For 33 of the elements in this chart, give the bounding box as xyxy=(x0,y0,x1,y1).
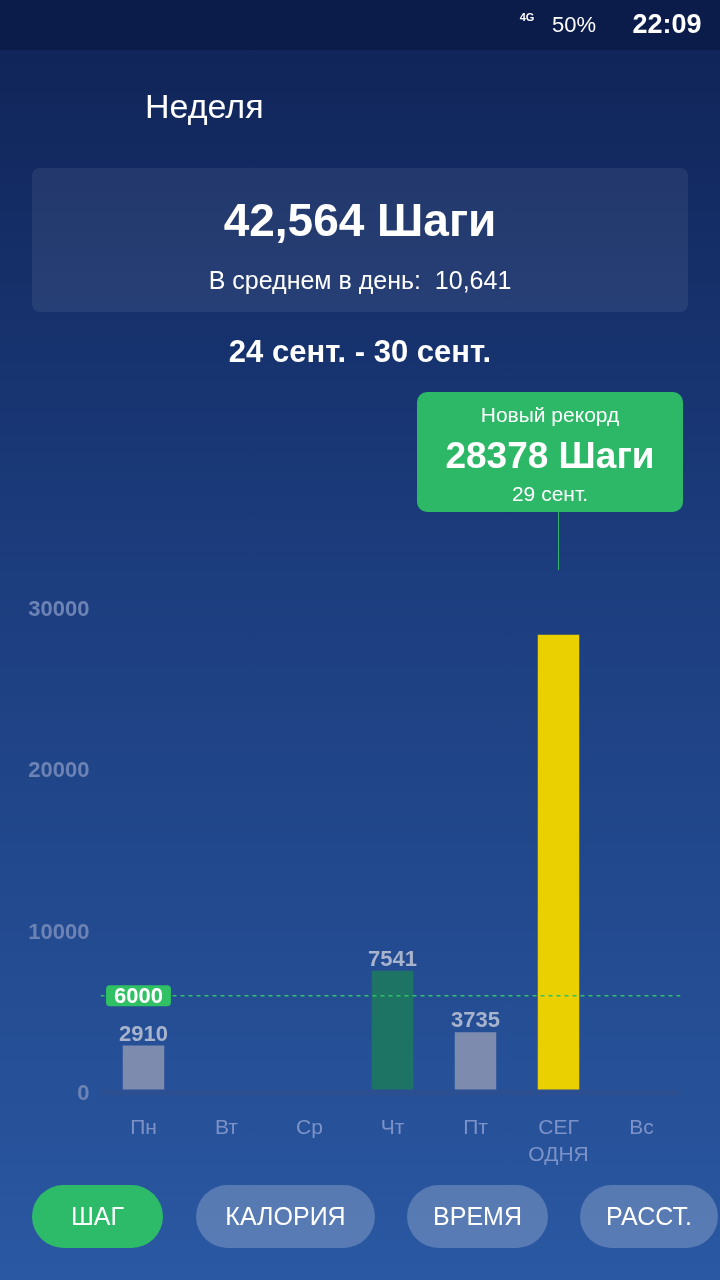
data-label: 3735 xyxy=(451,1007,500,1033)
x-tick-label: Пт xyxy=(463,1114,489,1138)
text: В среднем в день: 10,641 xyxy=(208,265,512,295)
y-tick-label: 20000 xyxy=(28,757,90,783)
text: 22:09 xyxy=(632,9,702,41)
y-tick-label: 10000 xyxy=(28,918,90,944)
bar xyxy=(537,634,580,1093)
text: ВРЕМЯ xyxy=(433,1201,522,1231)
text: 4G xyxy=(519,10,535,24)
x-tick-label: Пн xyxy=(130,1114,157,1138)
bar xyxy=(371,970,414,1093)
x-tick-label: СЕГ ОДНЯ xyxy=(528,1114,589,1166)
x-tick-label: Вс xyxy=(629,1114,654,1138)
data-label: 2910 xyxy=(119,1020,168,1046)
ref-line-label: 6000 xyxy=(114,983,163,1009)
text: РАССТ. xyxy=(606,1201,692,1231)
text: ШАГ xyxy=(70,1201,125,1231)
x-tick-label: Чт xyxy=(380,1114,405,1138)
x-tick-label: Ср xyxy=(296,1114,323,1138)
y-tick-label: 30000 xyxy=(28,596,90,621)
text: 24 сент. - 30 сент. xyxy=(228,334,492,370)
y-tick-label: 0 xyxy=(77,1080,90,1105)
text: 29 сент. xyxy=(511,482,589,507)
text: 50% xyxy=(551,12,597,38)
data-label: 7541 xyxy=(368,945,417,971)
chart-title: Неделя xyxy=(145,87,264,127)
text: 28378 Шаги xyxy=(445,434,655,478)
x-tick-label: Вт xyxy=(215,1114,239,1138)
text: КАЛОРИЯ xyxy=(225,1201,346,1231)
bar xyxy=(454,1032,497,1093)
text: Новый рекорд xyxy=(480,403,620,428)
bar xyxy=(122,1045,165,1093)
text: 42,564 Шаги xyxy=(223,193,497,247)
